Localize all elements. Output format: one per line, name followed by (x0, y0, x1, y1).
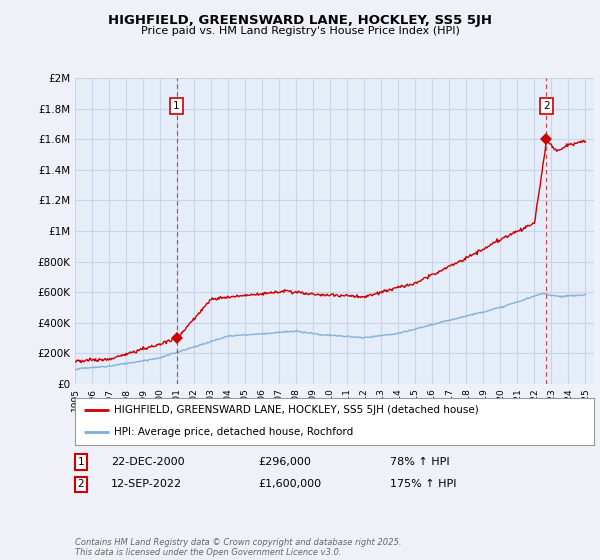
Text: HIGHFIELD, GREENSWARD LANE, HOCKLEY, SS5 5JH (detached house): HIGHFIELD, GREENSWARD LANE, HOCKLEY, SS5… (114, 405, 479, 416)
Text: 175% ↑ HPI: 175% ↑ HPI (390, 479, 457, 489)
Text: 12-SEP-2022: 12-SEP-2022 (111, 479, 182, 489)
Text: 78% ↑ HPI: 78% ↑ HPI (390, 457, 449, 467)
Text: HPI: Average price, detached house, Rochford: HPI: Average price, detached house, Roch… (114, 427, 353, 437)
Text: £1,600,000: £1,600,000 (258, 479, 321, 489)
Text: £296,000: £296,000 (258, 457, 311, 467)
Text: Contains HM Land Registry data © Crown copyright and database right 2025.
This d: Contains HM Land Registry data © Crown c… (75, 538, 401, 557)
Text: 2: 2 (77, 479, 85, 489)
Text: Price paid vs. HM Land Registry's House Price Index (HPI): Price paid vs. HM Land Registry's House … (140, 26, 460, 36)
Text: 2: 2 (543, 101, 550, 111)
Text: 22-DEC-2000: 22-DEC-2000 (111, 457, 185, 467)
Text: 1: 1 (173, 101, 180, 111)
Text: 1: 1 (77, 457, 85, 467)
Text: HIGHFIELD, GREENSWARD LANE, HOCKLEY, SS5 5JH: HIGHFIELD, GREENSWARD LANE, HOCKLEY, SS5… (108, 14, 492, 27)
